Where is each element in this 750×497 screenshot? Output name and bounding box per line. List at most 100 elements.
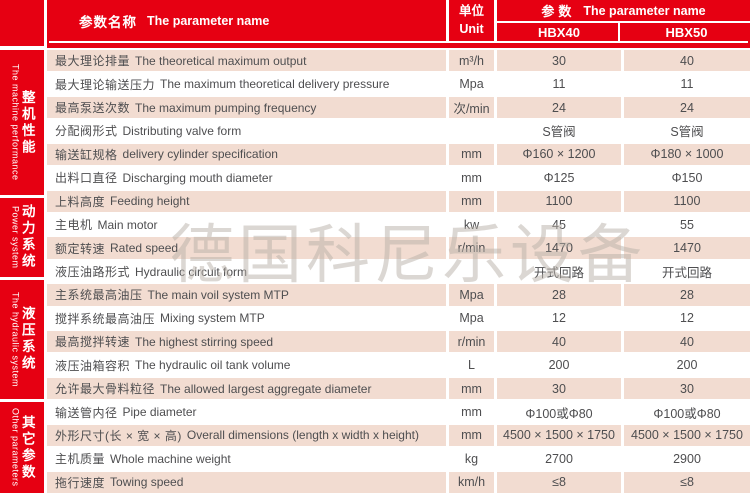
param-name-en: Hydraulic circuit form [135,264,248,279]
hbx40-value-cell: Φ100或Φ80 [497,401,621,423]
param-name-cell: 输送管内径 Pipe diameter [47,401,446,423]
unit-cell: mm [449,143,494,166]
params-header-title: 参数 The parameter name [497,0,750,21]
param-name-cell: 最高泵送次数 The maximum pumping frequency [47,96,446,119]
hbx50-value-cell: 11 [624,73,750,95]
header-divider [618,23,620,41]
hbx40-value-cell: 24 [497,96,621,119]
table-row: 液压油路形式 Hydraulic circuit form 开式回路 开式回路 [47,260,750,283]
param-name-cell: 外形尺寸(长 × 宽 × 高) Overall dimensions (lengt… [47,424,446,447]
unit-cell: km/h [449,471,494,494]
hbx50-value-cell: 200 [624,354,750,376]
header-divider [49,41,748,43]
hbx40-value-cell: 1470 [497,237,621,259]
hbx50-value-cell: 12 [624,307,750,330]
section-label-zh: 动力系统 [19,204,35,271]
param-name-en: Mixing system MTP [160,311,265,326]
hbx40-value-cell: 30 [497,50,621,72]
param-name-en: Overall dimensions (length x width x hei… [186,428,419,443]
param-name-cell: 分配阀形式 Distributing valve form [47,120,446,142]
param-name-en: The maximum pumping frequency [135,100,317,115]
param-name-header-en: The parameter name [147,13,270,28]
hbx50-value-cell: 1470 [624,237,750,259]
param-name-en: Feeding height [110,194,190,209]
unit-cell: m³/h [449,50,494,72]
hbx40-value-cell: ≤8 [497,471,621,494]
table-row: 输送管内径 Pipe diameter mm Φ100或Φ80 Φ100或Φ80 [47,401,750,423]
hbx50-value-cell: Φ150 [624,167,750,189]
param-name-zh: 最大理论输送压力 [55,77,156,92]
param-name-en: The theoretical maximum output [135,53,307,68]
sidebar-section-2: Power system 动力系统 [0,198,44,277]
unit-header-en: Unit [459,21,484,36]
section-label-zh: 液压系统 [19,306,35,373]
table-row: 最大理论排量 The theoretical maximum output m³/h… [47,50,750,72]
hbx50-value-cell: 4500 × 1500 × 1750 [624,424,750,447]
param-name-zh: 输送管内径 [55,405,118,420]
param-name-cell: 液压油路形式 Hydraulic circuit form [47,260,446,283]
sidebar-section-1: The machine performance 整机性能 [0,50,44,196]
unit-cell: mm [449,167,494,189]
hbx40-value-cell: Φ125 [497,167,621,189]
param-name-en: Towing speed [110,475,184,490]
hbx40-value-cell: 200 [497,354,621,376]
param-name-cell: 出料口直径 Discharging mouth diameter [47,167,446,189]
params-header-zh: 参数 [541,4,576,19]
unit-cell: kg [449,448,494,470]
table-row: 分配阀形式 Distributing valve form S管阀 S管阀 [47,120,750,142]
param-name-zh: 搅拌系统最高油压 [55,311,156,326]
param-name-cell: 最高搅拌转速 The highest stirring speed [47,331,446,353]
params-header-en: The parameter name [583,3,706,18]
table-row: 出料口直径 Discharging mouth diameter mm Φ125 Φ15… [47,167,750,189]
model-hbx50-header: HBX50 [623,23,750,41]
unit-cell: mm [449,190,494,212]
hbx50-value-cell: 28 [624,284,750,306]
hbx40-value-cell: 28 [497,284,621,306]
params-header: 参数 The parameter name HBX40 HBX50 [497,0,750,41]
param-name-en: Distributing valve form [122,123,242,138]
param-name-zh: 拖行速度 [55,475,106,490]
model-hbx40-header: HBX40 [497,23,621,41]
hbx40-value-cell: 30 [497,377,621,400]
hbx40-value-cell: 45 [497,213,621,236]
param-name-cell: 最大理论排量 The theoretical maximum output [47,50,446,72]
param-name-cell: 主电机 Main motor [47,213,446,236]
param-name-en: delivery cylinder specification [122,147,278,162]
table-row: 主系统最高油压 The main voil system MTP Mpa 28 28 [47,284,750,306]
param-name-en: The allowed largest aggregate diameter [160,381,372,396]
param-name-en: Discharging mouth diameter [122,170,273,185]
hbx50-value-cell: ≤8 [624,471,750,494]
param-name-zh: 主系统最高油压 [55,288,143,303]
param-name-zh: 上料高度 [55,194,106,209]
param-name-header: 参数名称 The parameter name [47,0,446,41]
param-name-zh: 额定转速 [55,241,106,256]
hbx40-value-cell: 11 [497,73,621,95]
unit-cell: mm [449,424,494,447]
hbx40-value-cell: 40 [497,331,621,353]
table-row: 最高搅拌转速 The highest stirring speed r/min 40 4… [47,331,750,353]
hbx40-value-cell: 开式回路 [497,260,621,283]
table-row: 最高泵送次数 The maximum pumping frequency 次/min… [47,96,750,119]
section-label-en: The machine performance [10,64,21,181]
param-name-cell: 上料高度 Feeding height [47,190,446,212]
hbx50-value-cell: 40 [624,331,750,353]
table-row: 额定转速 Rated speed r/min 1470 1470 [47,237,750,259]
param-name-zh: 主机质量 [55,452,106,467]
sidebar-section-4: Other parameters 其它参数 [0,402,44,493]
param-name-en: The highest stirring speed [135,334,274,349]
unit-cell: mm [449,401,494,423]
hbx50-value-cell: S管阀 [624,120,750,142]
header-divider [497,21,750,23]
table-row: 拖行速度 Towing speed km/h ≤8 ≤8 [47,471,750,494]
param-name-en: Pipe diameter [122,405,197,420]
param-name-cell: 主机质量 Whole machine weight [47,448,446,470]
hbx50-value-cell: Φ100或Φ80 [624,401,750,423]
unit-cell [449,260,494,283]
unit-cell: r/min [449,237,494,259]
unit-cell: L [449,354,494,376]
param-name-zh: 主电机 [55,218,93,233]
unit-header: 单位 Unit [449,0,494,41]
header-divider [494,0,497,43]
param-name-zh: 分配阀形式 [55,124,118,139]
